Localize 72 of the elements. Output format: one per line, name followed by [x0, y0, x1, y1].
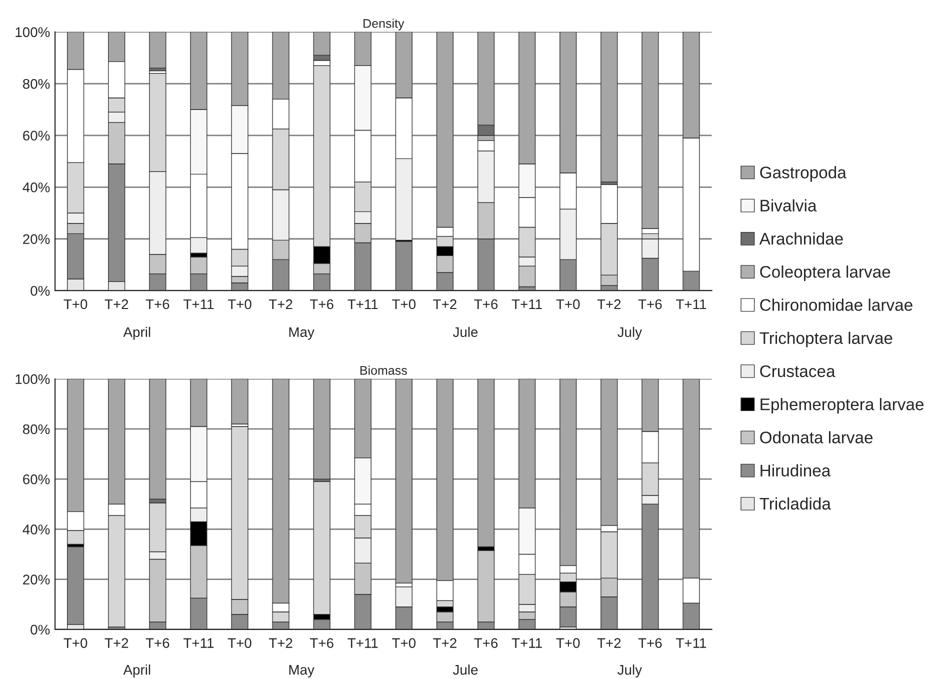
y-tick-label: 60%	[23, 474, 50, 484]
x-tick-label: T+0	[392, 638, 416, 648]
x-tick-label: T+0	[556, 299, 580, 310]
x-tick-label: T+6	[146, 299, 170, 310]
y-tick-label: 20%	[23, 234, 50, 244]
y-tick-label: 0%	[30, 286, 50, 296]
text: April	[123, 326, 150, 340]
text: July	[618, 326, 642, 340]
x-tick-label: T+6	[474, 299, 498, 310]
y-tick-label: 0%	[30, 624, 50, 635]
legend-label: Odonata larvae	[760, 431, 873, 444]
y-tick-label: 40%	[22, 524, 50, 534]
text: July	[618, 664, 642, 678]
legend-label: Arachnidae	[759, 232, 843, 245]
legend-label: Trichoptera larvae	[760, 332, 892, 348]
bar	[600, 32, 618, 182]
x-tick-label: T+0	[556, 638, 580, 648]
x-tick-label: T+6	[638, 299, 662, 310]
x-tick-label: T+11	[348, 299, 378, 310]
x-tick-label: T+6	[474, 638, 498, 648]
x-tick-label: T+11	[676, 638, 706, 648]
chart-title: Biomass	[360, 366, 407, 375]
y-tick-label: 100%	[16, 27, 50, 38]
x-tick-label: T+2	[104, 638, 128, 648]
legend-label: Coleoptera larvae	[760, 266, 890, 282]
x-tick-label: T+6	[146, 638, 170, 648]
y-tick-label: 80%	[22, 78, 50, 89]
x-tick-label: T+11	[512, 638, 542, 648]
text: Jule	[452, 664, 478, 675]
bar	[313, 378, 330, 480]
legend-label: Bivalvia	[760, 199, 817, 212]
x-tick-label: T+11	[184, 299, 214, 310]
x-tick-label: T+11	[348, 638, 378, 648]
x-tick-label: T+6	[310, 638, 334, 648]
legend-label: Chironomidae larvae	[760, 298, 912, 311]
y-tick-label: 60%	[23, 130, 50, 141]
legend-label: Ephemeroptera larvae	[760, 398, 924, 414]
x-tick-label: T+2	[597, 638, 621, 648]
x-tick-label: T+0	[228, 638, 252, 648]
x-tick-label: T+0	[392, 299, 416, 310]
x-tick-label: T+2	[433, 638, 456, 648]
x-tick-label: T+2	[597, 299, 621, 310]
x-tick-label: T+0	[64, 638, 88, 648]
bar	[231, 378, 248, 424]
x-tick-label: T+0	[228, 299, 252, 310]
legend-label: Gastropoda	[760, 166, 846, 182]
text: May	[289, 665, 314, 678]
text: Jule	[452, 326, 478, 338]
x-tick-label: T+2	[433, 299, 456, 310]
x-tick-label: T+2	[268, 299, 292, 310]
x-tick-label: T+2	[104, 299, 128, 310]
y-tick-label: 100%	[16, 374, 50, 384]
bar	[395, 378, 412, 584]
x-tick-label: T+6	[310, 299, 334, 310]
y-tick-label: 20%	[23, 574, 50, 584]
x-tick-label: T+11	[512, 299, 542, 310]
x-tick-label: T+6	[638, 638, 662, 648]
legend-label: Crustacea	[760, 365, 836, 378]
text: April	[123, 664, 150, 678]
bar	[477, 378, 495, 548]
x-tick-label: T+0	[64, 299, 88, 310]
bar	[149, 378, 166, 500]
text: May	[289, 327, 314, 340]
chart-title: Density	[364, 18, 404, 30]
bar	[149, 32, 166, 68]
legend-label: Hirudinea	[760, 464, 831, 477]
legend-label: Tricladida	[760, 497, 831, 510]
x-tick-label: T+2	[268, 638, 292, 648]
y-tick-label: 80%	[22, 424, 50, 434]
x-tick-label: T+11	[676, 299, 706, 310]
y-tick-label: 40%	[22, 182, 50, 192]
x-tick-label: T+11	[184, 638, 214, 648]
